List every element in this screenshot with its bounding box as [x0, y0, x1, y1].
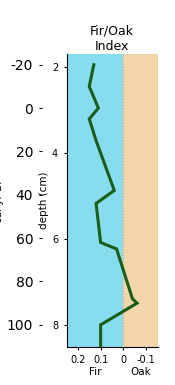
Text: Fir: Fir: [89, 367, 101, 377]
Y-axis label: depth (cm): depth (cm): [39, 171, 49, 229]
Bar: [123, 54, 158, 346]
Bar: [66, 54, 123, 346]
Y-axis label: cal yr BP: cal yr BP: [0, 177, 4, 223]
Title: Fir/Oak
Index: Fir/Oak Index: [90, 25, 134, 53]
Text: Oak: Oak: [130, 367, 151, 377]
